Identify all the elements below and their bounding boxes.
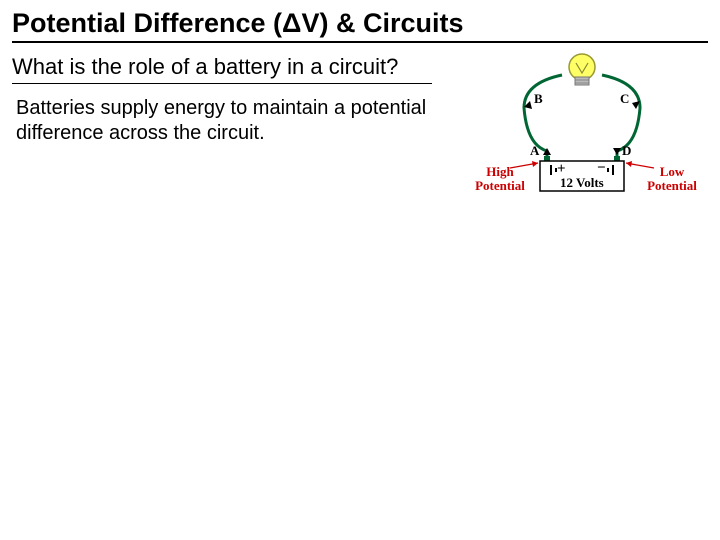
node-label-b: B (534, 91, 543, 107)
question-text: What is the role of a battery in a circu… (12, 53, 432, 84)
light-bulb-icon (569, 54, 595, 85)
high-potential-l2: Potential (475, 178, 525, 193)
low-potential-l2: Potential (647, 178, 697, 193)
node-label-d: D (622, 143, 631, 159)
answer-text: Batteries supply energy to maintain a po… (12, 96, 432, 146)
node-label-a: A (530, 143, 539, 159)
node-label-c: C (620, 91, 629, 107)
circuit-diagram: B C A D + − 12 Volts High Potential Low … (452, 53, 708, 223)
battery-voltage-label: 12 Volts (560, 175, 604, 191)
slide-title: Potential Difference (ΔV) & Circuits (12, 8, 708, 43)
wire-right (602, 75, 640, 158)
circuit-svg (452, 53, 712, 223)
